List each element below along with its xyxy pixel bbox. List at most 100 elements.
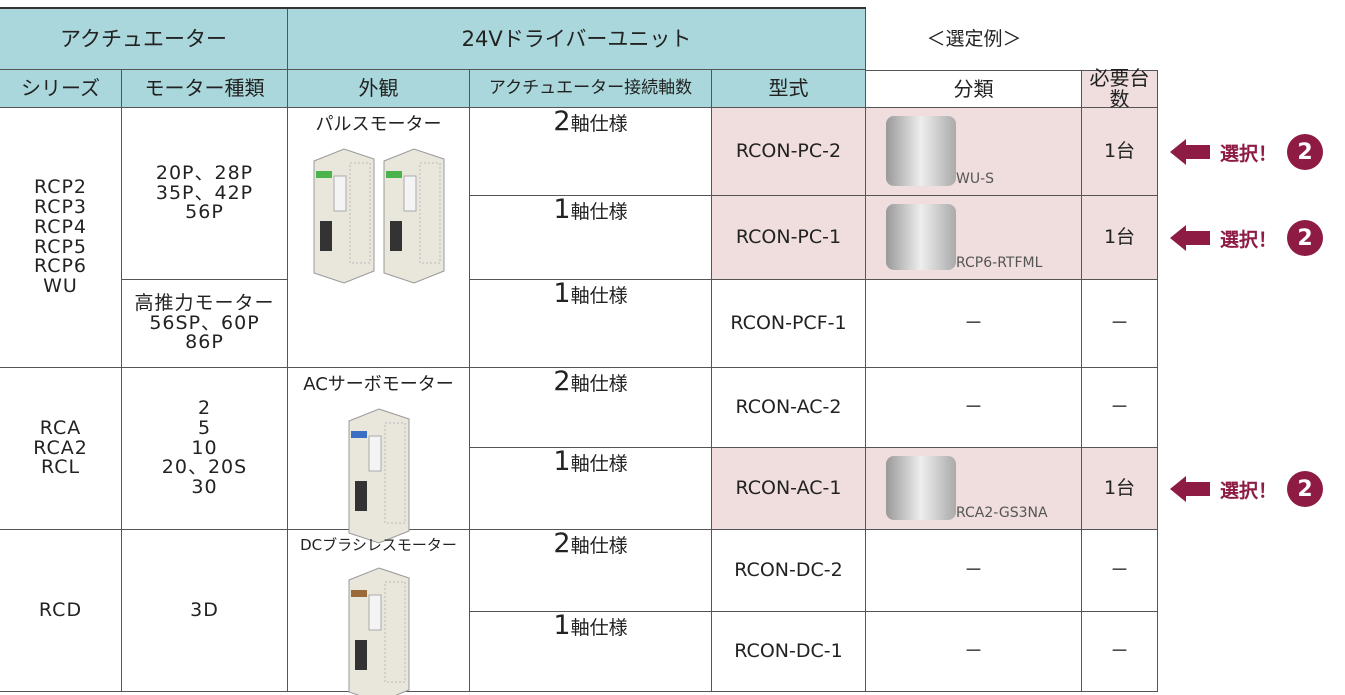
model-cell: RCON-PC-2 [712, 108, 866, 196]
count-value: 1台 [1103, 139, 1136, 162]
axes-number: 2 [553, 106, 571, 137]
column-header: モーター種類 [122, 70, 288, 108]
callout-badge: 2 [1287, 134, 1324, 170]
count-cell: 1台 [1082, 108, 1158, 196]
series-name: RCP5 [33, 235, 88, 258]
product-name: WU-S [956, 171, 995, 188]
axes-cell: 2 軸仕様 [470, 528, 712, 612]
arrow [1170, 225, 1210, 251]
motor-type: 20、20S [161, 456, 248, 479]
model-cell: RCON-AC-1 [712, 448, 866, 530]
model-cell: RCON-AC-2 [712, 368, 866, 448]
model-cell: RCON-PC-1 [712, 196, 866, 280]
count-value: － [1109, 558, 1129, 581]
motor-type: 高推力モーター [134, 291, 275, 314]
callout-number: 2 [1297, 139, 1313, 165]
model-name: RCON-AC-1 [735, 476, 842, 499]
axes-unit: 軸仕様 [570, 453, 628, 475]
appearance-cell: ACサーボモーター [288, 368, 470, 544]
model-name: RCON-DC-2 [734, 558, 843, 581]
group-header: アクチュエーター [0, 9, 288, 70]
model-name: RCON-PCF-1 [730, 311, 847, 334]
column-header: 外観 [288, 70, 470, 108]
category-cell: － [866, 612, 1082, 692]
device-wrap [294, 401, 464, 556]
group-title: アクチュエーター [60, 26, 227, 51]
axes-number: 1 [553, 610, 571, 641]
category-cell: － [866, 280, 1082, 368]
callout-badge: 2 [1287, 471, 1324, 507]
callout: 選択！ 2 [1170, 469, 1324, 509]
model-name: RCON-DC-1 [734, 639, 843, 662]
count-cell: 1台 [1082, 448, 1158, 530]
axes-unit: 軸仕様 [570, 373, 628, 395]
model-cell: RCON-PCF-1 [712, 280, 866, 368]
column-header: 型式 [712, 70, 866, 108]
series-cell: RCD [0, 530, 122, 692]
motor-type: 56SP、60P [149, 311, 260, 334]
axes-unit: 軸仕様 [570, 535, 628, 557]
column-title: 必要台数 [1089, 66, 1150, 111]
device-wrap [294, 141, 464, 296]
count-value: 1台 [1103, 225, 1136, 248]
column-header: アクチュエーター接続軸数 [470, 70, 712, 108]
arrow [1170, 139, 1210, 165]
group-title: 24Vドライバーユニット [461, 26, 692, 51]
count-value: 1台 [1103, 476, 1136, 499]
axes-cell: 2 軸仕様 [470, 106, 712, 196]
model-name: RCON-PC-1 [735, 225, 842, 248]
series-name: RCA2 [33, 436, 88, 459]
motor-type: 10 [191, 436, 218, 459]
column-title: 分類 [953, 76, 994, 101]
product-image [886, 116, 956, 186]
category-value: － [963, 395, 983, 418]
axes-number: 2 [553, 366, 571, 397]
callout-text: 選択！ [1220, 479, 1278, 502]
column-title: アクチュエーター接続軸数 [488, 77, 693, 98]
axes-cell: 1 軸仕様 [470, 278, 712, 368]
axes-number: 2 [553, 528, 571, 559]
series-name: RCA [39, 416, 82, 439]
motor-cell: 3D [122, 530, 288, 692]
model-cell: RCON-DC-2 [712, 530, 866, 612]
column-header: シリーズ [0, 70, 122, 108]
axes-cell: 2 軸仕様 [470, 366, 712, 448]
callout-badge: 2 [1287, 220, 1324, 256]
motor-label: DCブラシレスモーター [300, 536, 457, 554]
device-image [348, 408, 409, 544]
category-cell: WU-S [866, 108, 1082, 196]
motor-type: 2 [197, 396, 212, 419]
category-cell: RCP6-RTFML [866, 196, 1082, 280]
series-name: RCP6 [33, 255, 88, 278]
product-name: RCP6-RTFML [956, 255, 1043, 272]
callout-number: 2 [1297, 225, 1313, 251]
callout: 選択！ 2 [1170, 132, 1324, 172]
appearance-cell: DCブラシレスモーター [288, 530, 470, 695]
category-value: － [963, 558, 983, 581]
axes-cell: 1 軸仕様 [470, 195, 712, 280]
motor-label: パルスモーター [315, 114, 442, 135]
count-cell: － [1082, 368, 1158, 448]
motor-type: 35P、42P [155, 181, 254, 204]
category-cell: RCA2-GS3NA [866, 448, 1082, 530]
count-cell: － [1082, 280, 1158, 368]
axes-unit: 軸仕様 [570, 201, 628, 223]
axes-number: 1 [553, 278, 571, 309]
motor-cell: 20P、28P 35P、42P 56P [122, 108, 288, 280]
column-title: 外観 [358, 76, 399, 100]
category-value: － [963, 639, 983, 662]
count-value: － [1109, 311, 1129, 334]
callout-number: 2 [1297, 476, 1313, 502]
series-name: RCP4 [33, 215, 88, 238]
model-name: RCON-PC-2 [735, 139, 842, 162]
series-name: RCP3 [33, 195, 88, 218]
series-name: RCL [40, 456, 81, 479]
series-name: RCD [38, 598, 83, 621]
count-value: － [1109, 395, 1129, 418]
series-name: RCP2 [33, 175, 88, 198]
model-name: RCON-AC-2 [735, 395, 842, 418]
series-cell: RCP2 RCP3 RCP4 RCP5 RCP6 WU [0, 108, 122, 368]
motor-cell: 高推力モーター 56SP、60P 86P [122, 280, 288, 368]
series-cell: RCA RCA2 RCL [0, 368, 122, 530]
